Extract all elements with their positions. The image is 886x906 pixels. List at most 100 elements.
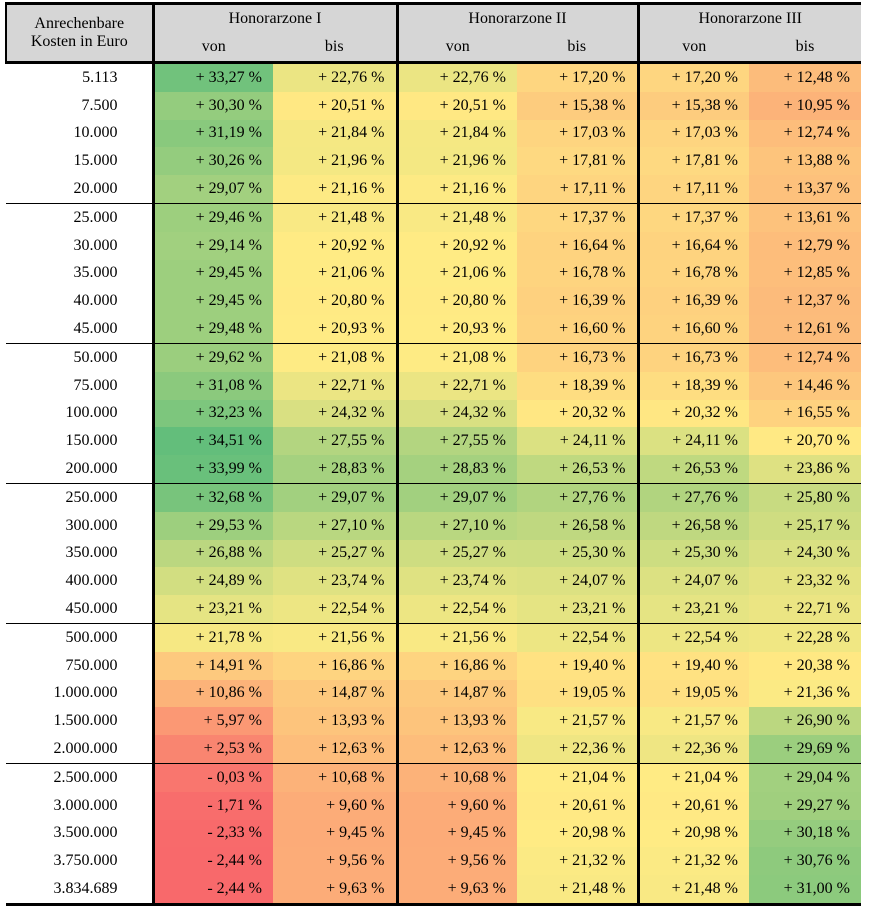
value-cell: + 22,36 % — [638, 735, 749, 764]
value-cell: + 24,11 % — [638, 427, 749, 456]
value-cell: + 17,20 % — [638, 62, 749, 92]
value-cell: + 22,71 % — [273, 371, 399, 400]
value-cell: + 29,07 % — [273, 483, 399, 512]
value-cell: + 20,98 % — [517, 819, 640, 848]
value-cell: + 21,57 % — [517, 707, 640, 736]
kosten-cell: 3.750.000 — [6, 847, 155, 876]
value-cell: + 13,61 % — [749, 203, 861, 232]
value-cell: + 22,54 % — [397, 595, 517, 624]
table-row: 3.750.000- 2,44 % + 9,56 % + 9,56 % + 21,32… — [6, 847, 861, 876]
value-cell: + 29,45 % — [153, 259, 273, 288]
value-cell: + 22,54 % — [638, 623, 749, 652]
kosten-cell: 300.000 — [6, 511, 155, 540]
value-cell: + 17,11 % — [517, 175, 640, 204]
row-header-cell: Anrechenbare Kosten in Euro — [5, 3, 155, 63]
value-cell: + 13,93 % — [273, 707, 399, 736]
value-cell: + 30,76 % — [749, 847, 861, 876]
table-row: 100.000 + 32,23 % + 24,32 % + 24,32 % + 20,3… — [6, 399, 861, 428]
value-cell: + 20,61 % — [638, 791, 749, 820]
value-cell: + 21,96 % — [273, 147, 399, 176]
value-cell: + 19,05 % — [517, 679, 640, 708]
value-cell: + 22,71 % — [749, 595, 861, 624]
value-cell: + 21,04 % — [517, 763, 640, 792]
value-cell: + 16,60 % — [517, 315, 640, 344]
value-cell: + 26,53 % — [638, 455, 749, 484]
table-row: 30.000 + 29,14 % + 20,92 % + 20,92 % + 16,64… — [6, 231, 861, 260]
table-row: 40.000 + 29,45 % + 20,80 % + 20,80 % + 16,39… — [6, 287, 861, 316]
value-cell: + 34,51 % — [153, 427, 273, 456]
value-cell: + 5,97 % — [153, 707, 273, 736]
value-cell: + 12,37 % — [749, 287, 861, 316]
value-cell: - 0,03 % — [153, 763, 273, 792]
value-cell: + 16,86 % — [273, 651, 399, 680]
zone-3-von-header: von — [638, 33, 749, 63]
kosten-cell: 200.000 — [6, 455, 155, 484]
kosten-cell: 25.000 — [6, 203, 155, 232]
table-row: 35.000 + 29,45 % + 21,06 % + 21,06 % + 16,78… — [6, 259, 861, 288]
value-cell: + 20,32 % — [638, 399, 749, 428]
value-cell: + 20,92 % — [273, 231, 399, 260]
value-cell: + 17,81 % — [517, 147, 640, 176]
value-cell: + 24,11 % — [517, 427, 640, 456]
value-cell: + 24,07 % — [638, 567, 749, 596]
value-cell: + 9,45 % — [273, 819, 399, 848]
value-cell: + 24,30 % — [749, 539, 861, 568]
value-cell: + 12,63 % — [397, 735, 517, 764]
value-cell: + 29,69 % — [749, 735, 861, 764]
value-cell: + 27,76 % — [517, 483, 640, 512]
value-cell: + 24,32 % — [397, 399, 517, 428]
value-cell: + 27,55 % — [273, 427, 399, 456]
kosten-cell: 400.000 — [6, 567, 155, 596]
value-cell: + 9,56 % — [273, 847, 399, 876]
value-cell: + 14,46 % — [749, 371, 861, 400]
value-cell: + 22,71 % — [397, 371, 517, 400]
table-body: 5.113 + 33,27 % + 22,76 % + 22,76 % + 17,20 … — [6, 62, 861, 905]
value-cell: + 20,32 % — [517, 399, 640, 428]
value-cell: + 12,74 % — [749, 343, 861, 372]
zone-2-header: Honorarzone II — [397, 3, 640, 33]
value-cell: + 20,93 % — [397, 315, 517, 344]
table-row: 3.834.689- 2,44 % + 9,63 % + 9,63 % + 21,48… — [6, 875, 861, 905]
value-cell: + 23,21 % — [153, 595, 273, 624]
value-cell: + 16,78 % — [517, 259, 640, 288]
kosten-cell: 500.000 — [6, 623, 155, 652]
value-cell: + 21,36 % — [749, 679, 861, 708]
table-row: 3.500.000- 2,33 % + 9,45 % + 9,45 % + 20,98… — [6, 819, 861, 848]
kosten-cell: 3.500.000 — [6, 819, 155, 848]
value-cell: + 31,00 % — [749, 875, 861, 905]
table-row: 2.500.000- 0,03 % + 10,68 % + 10,68 % + 21,… — [6, 763, 861, 792]
value-cell: + 16,39 % — [638, 287, 749, 316]
table-row: 200.000 + 33,99 % + 28,83 % + 28,83 % + 26,5… — [6, 455, 861, 484]
value-cell: + 29,27 % — [749, 791, 861, 820]
zone-2-von-header: von — [397, 33, 517, 63]
kosten-cell: 2.000.000 — [6, 735, 155, 764]
value-cell: + 9,56 % — [397, 847, 517, 876]
value-cell: + 22,76 % — [273, 62, 399, 92]
kosten-cell: 45.000 — [6, 315, 155, 344]
value-cell: + 16,60 % — [638, 315, 749, 344]
value-cell: + 21,48 % — [517, 875, 640, 905]
table-header: Anrechenbare Kosten in Euro Honorarzone … — [5, 3, 861, 63]
value-cell: + 10,68 % — [397, 763, 517, 792]
value-cell: + 20,92 % — [397, 231, 517, 260]
value-cell: + 31,19 % — [153, 119, 273, 148]
value-cell: + 21,78 % — [153, 623, 273, 652]
value-cell: + 25,17 % — [749, 511, 861, 540]
value-cell: + 21,56 % — [397, 623, 517, 652]
value-cell: + 9,63 % — [397, 875, 517, 905]
kosten-cell: 750.000 — [6, 651, 155, 680]
value-cell: + 27,10 % — [273, 511, 399, 540]
value-cell: + 16,73 % — [517, 343, 640, 372]
table-row: 7.500 + 30,30 % + 20,51 % + 20,51 % + 15,38 … — [6, 91, 861, 120]
value-cell: + 14,87 % — [273, 679, 399, 708]
table-row: 300.000 + 29,53 % + 27,10 % + 27,10 % + 26,5… — [6, 511, 861, 540]
value-cell: + 27,10 % — [397, 511, 517, 540]
value-cell: + 14,87 % — [397, 679, 517, 708]
value-cell: + 9,45 % — [397, 819, 517, 848]
kosten-cell: 20.000 — [6, 175, 155, 204]
value-cell: + 13,88 % — [749, 147, 861, 176]
value-cell: + 23,74 % — [273, 567, 399, 596]
value-cell: + 24,32 % — [273, 399, 399, 428]
value-cell: + 29,04 % — [749, 763, 861, 792]
